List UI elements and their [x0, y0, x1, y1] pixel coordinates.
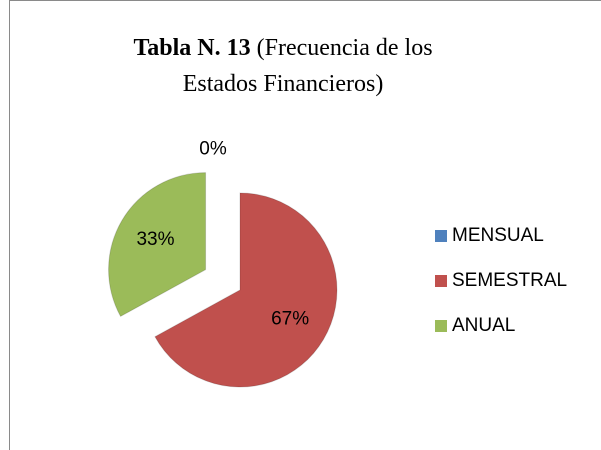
legend-label: SEMESTRAL — [452, 270, 567, 291]
legend-swatch — [435, 230, 447, 242]
data-label: 0% — [199, 138, 227, 159]
data-label: 33% — [136, 229, 174, 250]
data-label: 67% — [271, 309, 309, 330]
chart-title: Tabla N. 13 — [133, 35, 251, 61]
chart-subtitle: (Frecuencia de los Estados Financieros) — [182, 35, 433, 97]
legend-swatch — [435, 275, 447, 287]
pie-slice — [154, 192, 338, 388]
legend-swatch — [435, 320, 447, 332]
legend-label: ANUAL — [452, 315, 515, 336]
chart-border — [9, 0, 601, 450]
legend-label: MENSUAL — [452, 225, 544, 246]
chart-title-block: Tabla N. 13 (Frecuencia de los Estados F… — [133, 30, 433, 102]
pie-slice — [108, 172, 207, 318]
